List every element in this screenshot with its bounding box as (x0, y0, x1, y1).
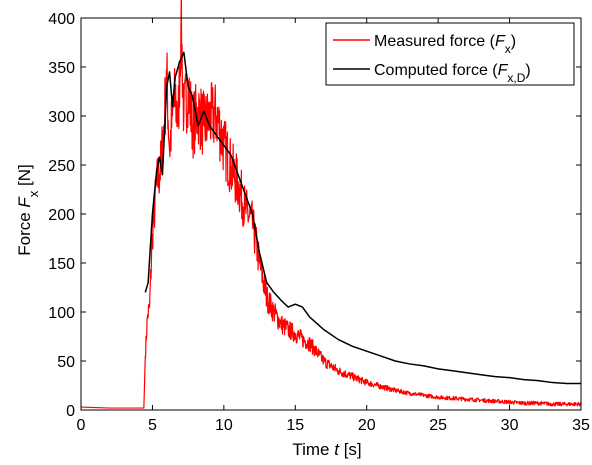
y-axis-var: F (15, 196, 34, 208)
legend-measured-prefix: Measured force ( (374, 33, 496, 50)
x-tick-label: 15 (286, 417, 304, 434)
x-axis-unit: [s] (339, 440, 362, 459)
y-tick-label: 150 (48, 256, 75, 273)
x-tick-label: 5 (148, 417, 157, 434)
legend-computed-sub: x,D (507, 71, 525, 85)
y-tick-labels: 0 50 100 150 200 250 300 350 400 (48, 11, 75, 420)
legend-box (325, 22, 575, 86)
x-tick-labels: 0 5 10 15 20 25 30 35 (77, 417, 590, 434)
x-tick-label: 30 (501, 417, 519, 434)
y-tick-label: 100 (48, 305, 75, 322)
x-axis-prefix: Time (292, 440, 334, 459)
x-axis-var: t (334, 440, 340, 459)
x-tick-label: 20 (358, 417, 376, 434)
legend-measured-var: F (495, 33, 506, 50)
x-tick-label: 35 (572, 417, 590, 434)
legend-computed-var: F (498, 62, 509, 79)
legend-computed-suffix: ) (525, 62, 530, 79)
legend-measured-sub: x (505, 42, 511, 56)
y-tick-label: 0 (66, 403, 75, 420)
series-layer (80, 0, 582, 409)
x-tick-label: 25 (429, 417, 447, 434)
y-axis-sub: x (26, 190, 41, 197)
y-axis-title: Force Fx [N] (15, 164, 41, 256)
legend-computed-prefix: Computed force ( (374, 62, 498, 79)
x-tick-label: 0 (77, 417, 86, 434)
legend: Measured force (Fx) Computed force (Fx,D… (325, 22, 575, 86)
legend-label-measured: Measured force (Fx) (374, 33, 516, 56)
series-line-1 (144, 51, 581, 385)
y-tick-label: 50 (57, 354, 75, 371)
y-axis-prefix: Force (15, 208, 34, 256)
plot-frame (80, 17, 582, 411)
y-tick-label: 400 (48, 11, 75, 28)
y-tick-label: 200 (48, 207, 75, 224)
x-axis-title: Time t [s] (292, 440, 361, 459)
y-tick-label: 350 (48, 60, 75, 77)
x-tick-label: 10 (215, 417, 233, 434)
y-tick-label: 250 (48, 158, 75, 175)
y-axis-unit: [N] (15, 164, 34, 190)
legend-measured-suffix: ) (511, 33, 516, 50)
legend-label-computed: Computed force (Fx,D) (374, 62, 531, 85)
y-tick-label: 300 (48, 109, 75, 126)
